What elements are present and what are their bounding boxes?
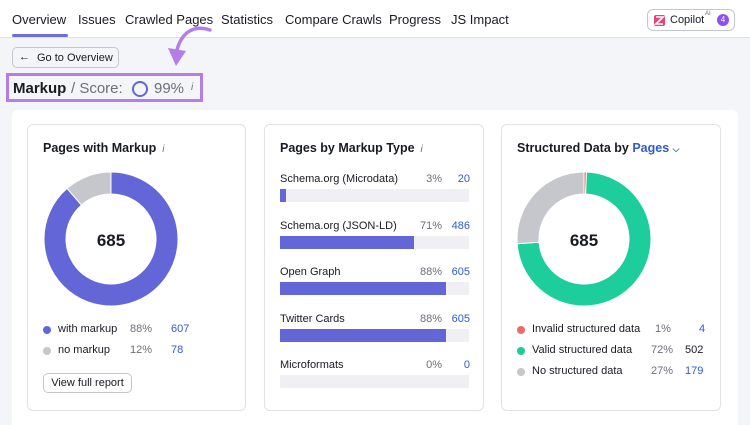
structured-data-total: 685 bbox=[569, 231, 599, 250]
markup-type-bar-track bbox=[280, 282, 469, 295]
tab-compare-crawls[interactable]: Compare Crawls bbox=[285, 12, 382, 27]
pages-by-markup-type-card: Pages by Markup Type i Schema.org (Microd… bbox=[264, 124, 484, 411]
legend-label: Valid structured data bbox=[532, 344, 633, 356]
markup-type-bar-track bbox=[280, 189, 469, 202]
pages-with-markup-title: Pages with Markup i bbox=[43, 141, 165, 155]
markup-type-count-link[interactable]: 486 bbox=[451, 220, 470, 232]
legend-count: 502 bbox=[685, 344, 704, 356]
legend-dot bbox=[517, 347, 525, 355]
tab-js-impact[interactable]: JS Impact bbox=[451, 12, 509, 27]
pages-with-markup-total: 685 bbox=[96, 231, 126, 250]
markup-type-label: Schema.org (Microdata) bbox=[280, 173, 398, 185]
tab-issues[interactable]: Issues bbox=[78, 12, 116, 27]
legend-percent: 12% bbox=[130, 344, 153, 356]
donut-slice-no-structured-data bbox=[517, 172, 585, 245]
structured-data-dropdown[interactable]: Pages ⌵ bbox=[632, 141, 680, 155]
legend-dot bbox=[43, 347, 51, 355]
page-title: Markup / Score: 99% i bbox=[6, 73, 203, 102]
legend-label: no markup bbox=[58, 344, 110, 356]
info-icon[interactable]: i bbox=[162, 144, 165, 155]
chevron-down-icon: ⌵ bbox=[672, 144, 680, 154]
copilot-button[interactable]: Copilot AI 4 bbox=[647, 9, 735, 31]
score-info-icon[interactable]: i bbox=[191, 82, 194, 93]
legend-count-link[interactable]: 607 bbox=[171, 323, 190, 335]
markup-type-count-link[interactable]: 605 bbox=[451, 266, 470, 278]
score-label: / Score: bbox=[71, 80, 123, 97]
structured-data-card: Structured Data by Pages ⌵ 685 Invalid s… bbox=[501, 124, 721, 411]
markup-type-label: Twitter Cards bbox=[280, 313, 345, 325]
markup-type-label: Open Graph bbox=[280, 266, 341, 278]
markup-type-label: Microformats bbox=[280, 359, 344, 371]
legend-label: with markup bbox=[58, 323, 118, 335]
legend-dot bbox=[517, 326, 525, 334]
tab-crawled-pages[interactable]: Crawled Pages bbox=[125, 12, 214, 27]
pages-by-markup-type-title: Pages by Markup Type i bbox=[280, 141, 423, 155]
donut-slice-with-markup bbox=[44, 172, 178, 306]
markup-type-label: Schema.org (JSON-LD) bbox=[280, 220, 397, 232]
copilot-logo-icon bbox=[654, 15, 665, 26]
legend-count-link[interactable]: 179 bbox=[685, 365, 704, 377]
pages-with-markup-card: Pages with Markup i 685 with markup 88% 6… bbox=[27, 124, 246, 411]
markup-type-count-link[interactable]: 0 bbox=[463, 359, 470, 371]
markup-type-bar-track bbox=[280, 329, 469, 342]
legend-count-link[interactable]: 4 bbox=[699, 323, 706, 335]
tab-statistics[interactable]: Statistics bbox=[221, 12, 274, 27]
legend-dot bbox=[43, 326, 51, 334]
markup-type-percent: 3% bbox=[426, 173, 442, 185]
legend-percent: 88% bbox=[130, 323, 153, 335]
active-tab-indicator bbox=[12, 34, 68, 37]
donut-slice-no-markup bbox=[66, 172, 112, 206]
view-full-report-button[interactable]: View full report bbox=[43, 373, 132, 393]
info-icon[interactable]: i bbox=[420, 144, 423, 155]
tab-overview[interactable]: Overview bbox=[12, 12, 67, 27]
markup-type-percent: 0% bbox=[426, 359, 442, 371]
arrow-left-icon: ← bbox=[19, 51, 30, 63]
structured-data-title: Structured Data by Pages ⌵ bbox=[517, 141, 680, 155]
legend-percent: 72% bbox=[651, 344, 674, 356]
markup-type-percent: 88% bbox=[419, 313, 442, 325]
legend-percent: 1% bbox=[655, 323, 671, 335]
legend-label: Invalid structured data bbox=[532, 323, 641, 335]
copilot-label: Copilot bbox=[670, 14, 705, 26]
page-title-text: Markup bbox=[13, 80, 67, 97]
top-navigation: Overview Issues Crawled Pages Statistics… bbox=[0, 0, 750, 38]
copilot-ai-superscript: AI bbox=[705, 11, 711, 17]
copilot-count-badge: 4 bbox=[717, 14, 729, 26]
markup-type-bar-track bbox=[280, 236, 469, 249]
donut-slice-valid-structured-data bbox=[517, 172, 651, 306]
annotation-arrow-icon bbox=[168, 26, 212, 66]
markup-type-bar bbox=[280, 282, 447, 295]
pages-with-markup-donut bbox=[44, 172, 178, 306]
go-to-overview-button[interactable]: ← Go to Overview bbox=[12, 47, 119, 68]
legend-count-link[interactable]: 78 bbox=[171, 344, 184, 356]
legend-percent: 27% bbox=[651, 365, 674, 377]
legend-dot bbox=[517, 368, 525, 376]
markup-type-count-link[interactable]: 20 bbox=[457, 173, 470, 185]
legend-label: No structured data bbox=[532, 365, 623, 377]
markup-type-percent: 71% bbox=[419, 220, 442, 232]
markup-type-count-link[interactable]: 605 bbox=[451, 313, 470, 325]
score-value: 99% bbox=[154, 80, 185, 97]
go-to-overview-label: Go to Overview bbox=[37, 52, 113, 64]
markup-type-bar bbox=[280, 329, 447, 342]
markup-type-bar bbox=[280, 189, 286, 202]
structured-data-donut bbox=[517, 172, 651, 306]
markup-type-percent: 88% bbox=[419, 266, 442, 278]
markup-type-bar bbox=[280, 236, 415, 249]
markup-type-bar-track bbox=[280, 375, 469, 388]
score-ring-icon bbox=[132, 81, 148, 97]
tab-progress[interactable]: Progress bbox=[389, 12, 442, 27]
